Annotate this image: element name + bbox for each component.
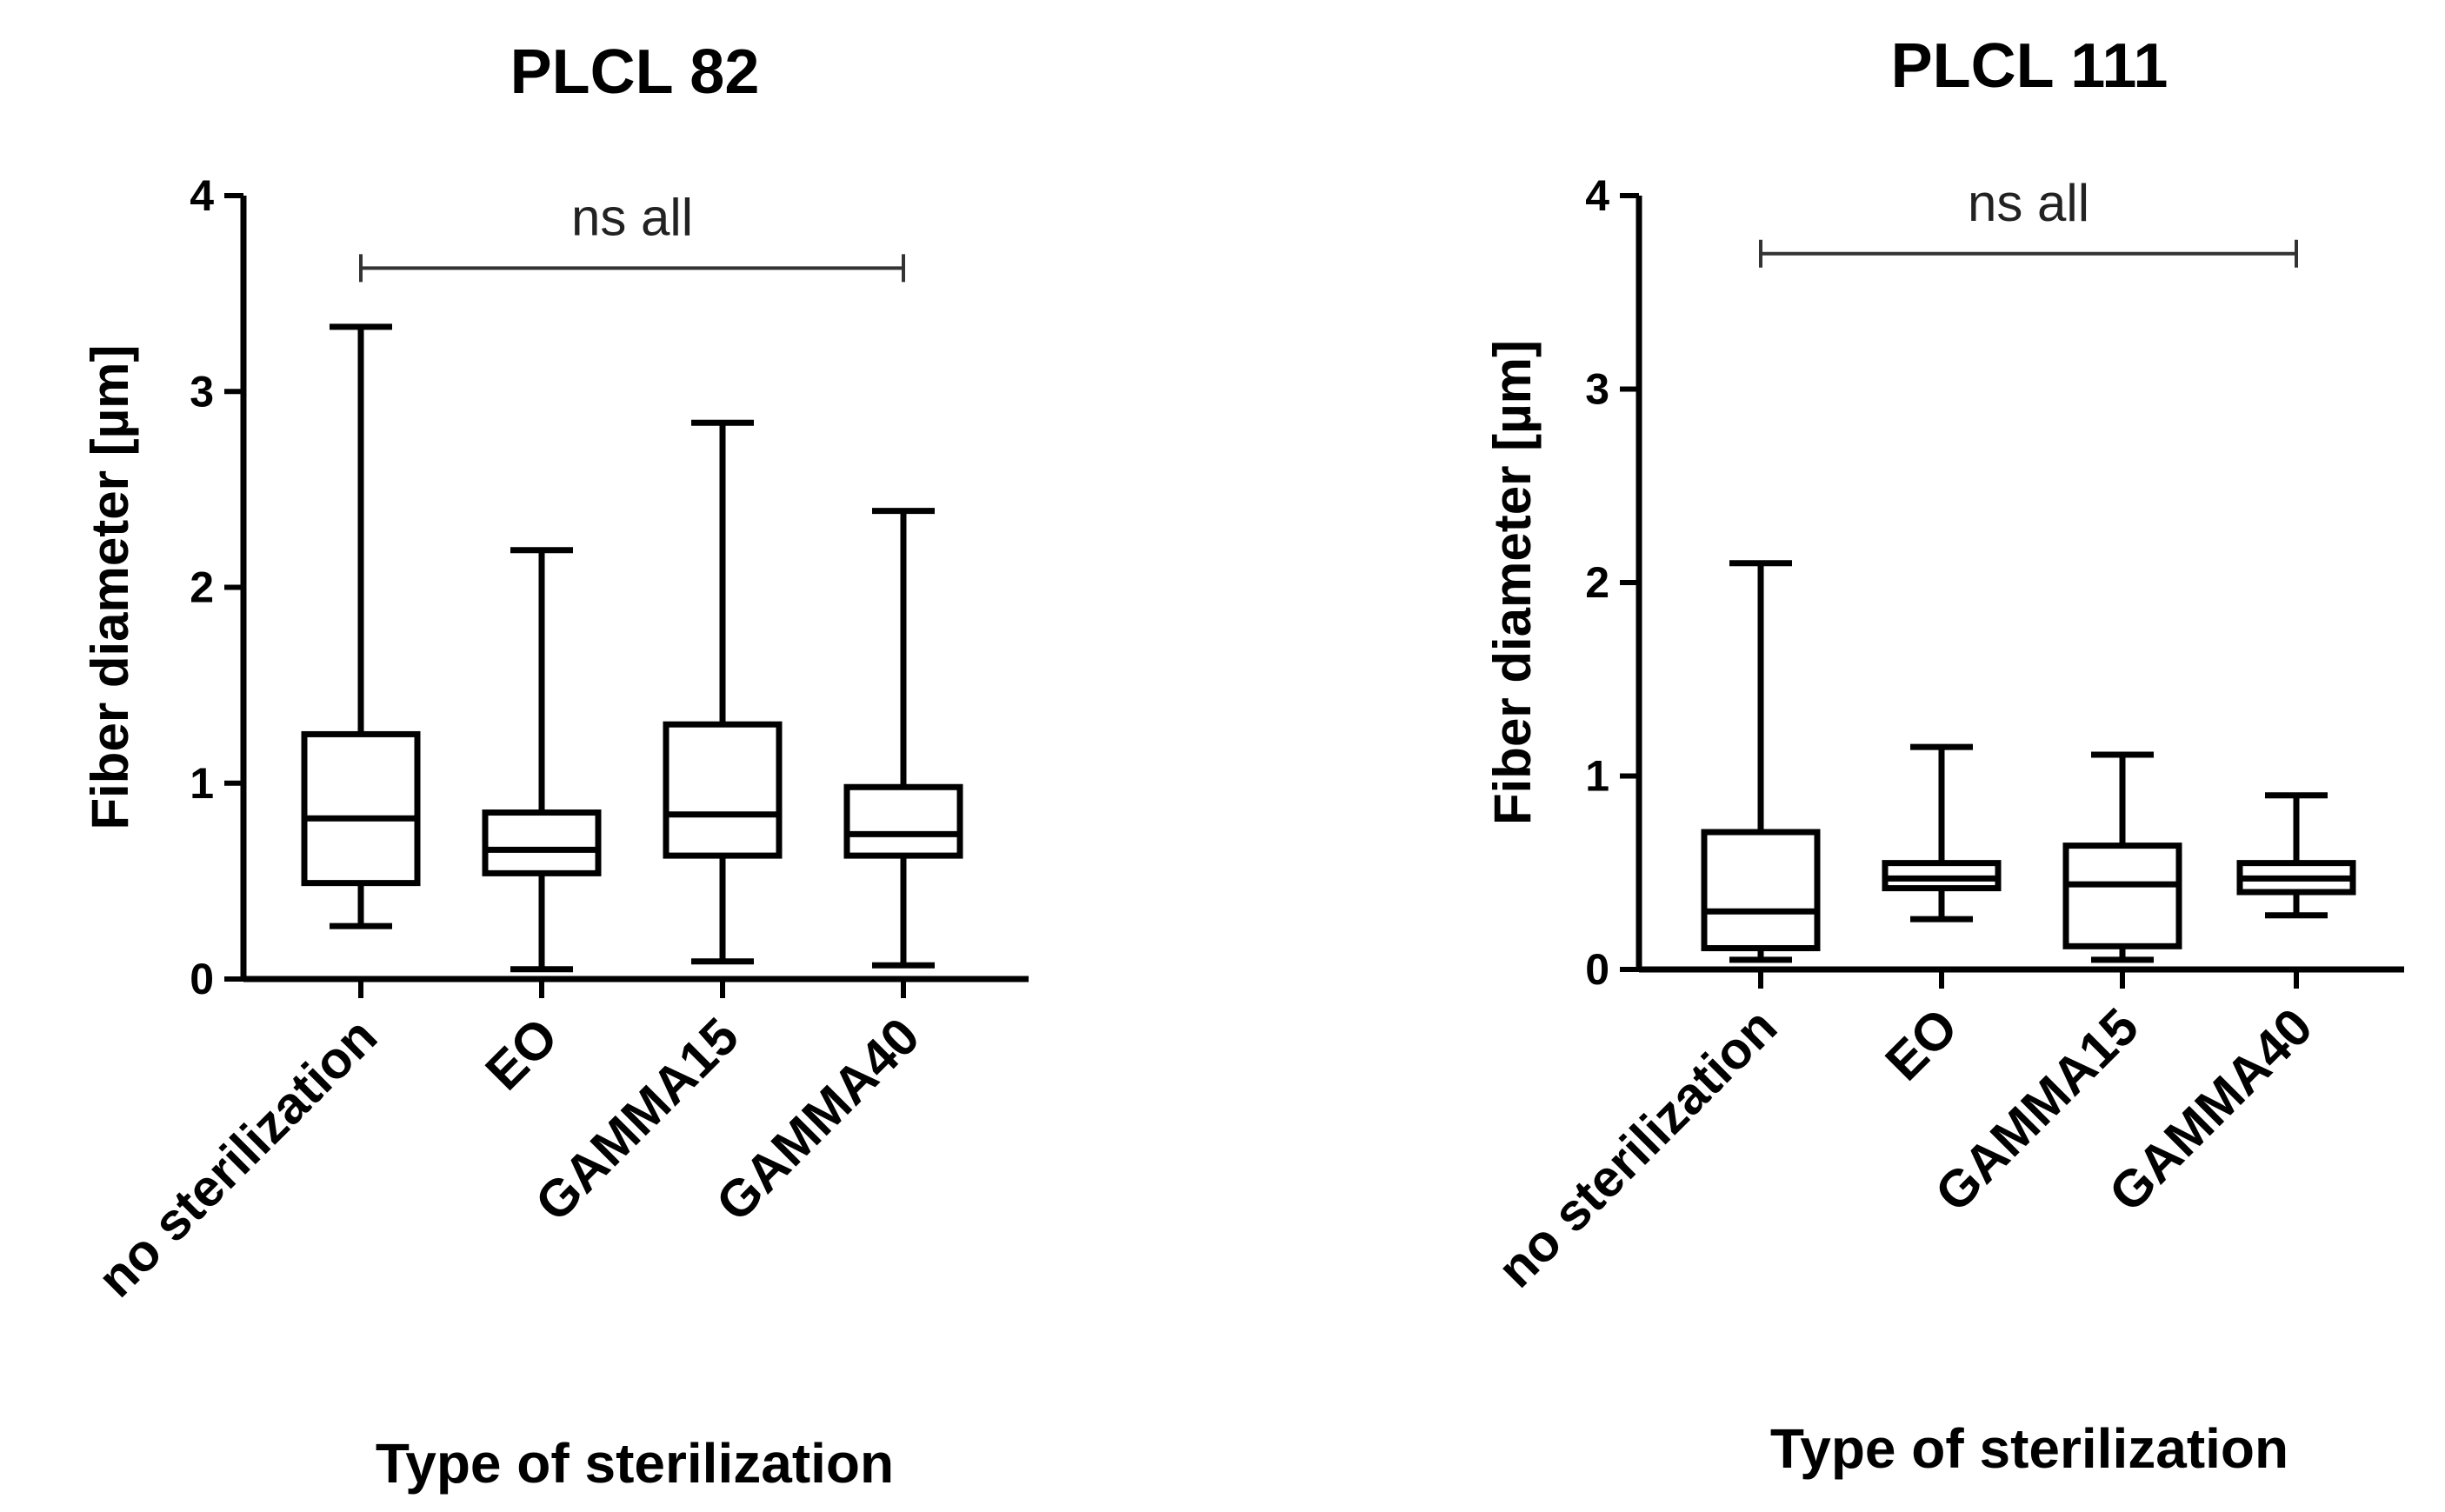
- box-4: [2236, 792, 2356, 989]
- box-3: [663, 419, 783, 998]
- iqr-box: [843, 783, 963, 859]
- chart-2: PLCL 111 0 1 2 3 4 Fiber diameter [µm] no steri…: [1483, 31, 2404, 1480]
- box-1: [301, 323, 421, 998]
- x-tick-label: EO: [475, 1007, 570, 1102]
- y-tick-label: 0: [1585, 945, 1609, 994]
- box-3: [2062, 751, 2182, 989]
- x-tick-label: no sterilization: [86, 1007, 388, 1309]
- y-tick-label: 2: [190, 563, 214, 612]
- iqr-box: [482, 809, 602, 876]
- box-4: [843, 508, 963, 998]
- chart-title: PLCL 82: [510, 37, 760, 107]
- iqr-box: [1701, 829, 1821, 952]
- iqr-box: [2062, 843, 2182, 949]
- y-axis-label: Fiber diameter [µm]: [1483, 340, 1542, 825]
- box-2: [1882, 743, 2002, 989]
- y-tick-label: 4: [1585, 171, 1609, 220]
- y-axis-label: Fiber diameter [µm]: [81, 344, 139, 829]
- chart-1: PLCL 82 0 1 2 3 4 Fiber diameter [µm] no steril…: [81, 37, 1029, 1495]
- y-tick-label: 0: [190, 955, 214, 1003]
- y-tick-label: 1: [190, 759, 214, 808]
- x-tick-label: no sterilization: [1486, 997, 1788, 1299]
- box-2: [482, 547, 602, 998]
- y-tick-label: 1: [1585, 752, 1609, 801]
- y-tick-label: 4: [190, 171, 214, 220]
- iqr-box: [663, 721, 783, 859]
- significance-label: ns all: [1968, 174, 2089, 232]
- iqr-box: [301, 730, 421, 887]
- x-axis-label: Type of sterilization: [376, 1432, 894, 1495]
- x-axis-label: Type of sterilization: [1770, 1417, 2288, 1480]
- y-tick-label: 2: [1585, 558, 1609, 607]
- y-tick-label: 3: [1585, 365, 1609, 414]
- chart-title: PLCL 111: [1891, 31, 2169, 101]
- y-tick-label: 3: [190, 367, 214, 416]
- x-tick-label: EO: [1875, 997, 1969, 1092]
- box-1: [1701, 560, 1821, 989]
- significance-label: ns all: [571, 188, 693, 246]
